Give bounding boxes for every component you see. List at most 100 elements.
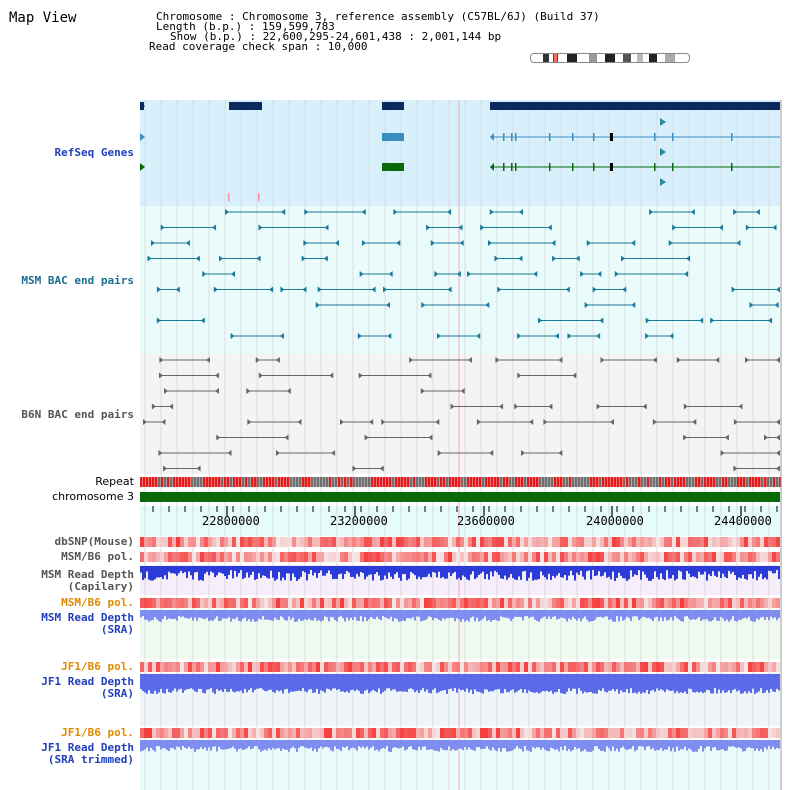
msm-b6-pol2-label[interactable]: MSM/B6 pol. <box>61 596 134 609</box>
msm-cap-depth-bar <box>664 566 666 581</box>
msm-bac-track-label[interactable]: MSM BAC end pairs <box>21 274 134 287</box>
jf1-sra-depth-bar <box>416 674 418 691</box>
gene-block <box>490 102 780 110</box>
b6n-bac-track-label[interactable]: B6N BAC end pairs <box>21 408 134 421</box>
repeat-segment <box>221 477 224 487</box>
msm-cap-depth-bar <box>310 566 312 571</box>
msm-b6-pol2-heat-cell <box>588 598 592 608</box>
jf1-b6-pol-heat-cell <box>548 662 552 672</box>
msm-sra-depth-bar <box>280 610 282 617</box>
msm-sra-depth-label-1[interactable]: MSM Read Depth <box>41 611 134 624</box>
repeat-segment <box>203 477 206 487</box>
jf1-b6-pol2-heat-cell <box>176 728 180 738</box>
jf1-trim-depth-bar <box>448 740 450 747</box>
msm-sra-depth-bar <box>406 610 408 619</box>
msm-bac-pair-end <box>575 255 580 262</box>
msm-cap-depth-bar <box>748 566 750 575</box>
jf1-b6-pol-heat-cell <box>696 662 700 672</box>
repeat-segment <box>659 477 662 487</box>
jf1-trim-depth-bar <box>278 740 280 749</box>
msm-sra-depth-bar <box>288 610 290 617</box>
jf1-b6-pol2-heat-cell <box>492 728 496 738</box>
msm-b6-pol-heat-cell <box>192 552 196 562</box>
repeat-track-label[interactable]: Repeat <box>95 475 134 488</box>
dbsnp-heat-cell <box>364 537 368 547</box>
jf1-trim-depth-bar <box>148 740 150 752</box>
msm-b6-pol-heat-cell <box>660 552 664 562</box>
jf1-sra-depth-bar <box>638 674 640 692</box>
msm-sra-depth-bar <box>776 610 778 621</box>
msm-cap-depth-bar <box>336 566 338 579</box>
gene-block <box>382 163 404 171</box>
msm-b6-pol2-heat-cell <box>768 598 772 608</box>
jf1-trim-depth-label-1[interactable]: JF1 Read Depth <box>41 741 134 754</box>
msm-b6-pol-heat-cell <box>232 552 236 562</box>
msm-sra-depth-bar <box>378 610 380 619</box>
msm-sra-depth-bar <box>178 610 180 617</box>
chromosome-track-label[interactable]: chromosome 3 <box>52 490 134 503</box>
jf1-sra-depth-label-1[interactable]: JF1 Read Depth <box>41 675 134 688</box>
msm-sra-depth-bar <box>538 610 540 622</box>
jf1-sra-depth-bar <box>708 674 710 691</box>
jf1-trim-depth-bar <box>172 740 174 749</box>
dbsnp-heat-cell <box>564 537 568 547</box>
msm-b6-pol-heat-cell <box>176 552 180 562</box>
repeat-segment <box>545 477 548 487</box>
refseq-track-label[interactable]: RefSeq Genes <box>54 146 134 159</box>
dbsnp-heat-cell <box>272 537 276 547</box>
dbsnp-heat-cell <box>412 537 416 547</box>
repeat-segment <box>173 477 176 487</box>
jf1-b6-pol-heat-cell <box>720 662 724 672</box>
jf1-trim-depth-bar <box>246 740 248 749</box>
msm-b6-pol2-heat-cell <box>372 598 376 608</box>
msm-sra-depth-bar <box>556 610 558 620</box>
msm-cap-depth-bar <box>234 566 236 571</box>
msm-b6-pol2-heat-cell <box>592 598 596 608</box>
msm-bac-pair-end <box>160 224 165 231</box>
jf1-sra-depth-bar <box>646 674 648 690</box>
msm-b6-pol-heat-cell <box>552 552 556 562</box>
dbsnp-heat-cell <box>560 537 564 547</box>
jf1-trim-depth-bar <box>272 740 274 748</box>
jf1-b6-pol-heat-cell <box>228 662 232 672</box>
jf1-b6-pol-heat-cell <box>660 662 664 672</box>
chromosome-ideogram[interactable] <box>530 53 690 63</box>
jf1-b6-pol2-label[interactable]: JF1/B6 pol. <box>61 726 134 739</box>
jf1-trim-depth-bar <box>240 740 242 749</box>
msm-cap-depth-bar <box>534 566 536 580</box>
jf1-sra-depth-bar <box>508 674 510 693</box>
msm-sra-depth-bar <box>696 610 698 619</box>
msm-cap-depth-bar <box>416 566 418 580</box>
jf1-trim-depth-bar <box>748 740 750 748</box>
dbsnp-heat-cell <box>672 537 676 547</box>
msm-cap-depth-bar <box>464 566 466 577</box>
msm-cap-depth-bar <box>550 566 552 580</box>
msm-cap-depth-bar <box>694 566 696 578</box>
jf1-b6-pol-label[interactable]: JF1/B6 pol. <box>61 660 134 673</box>
msm-bac-pair-end <box>385 302 390 308</box>
b6n-bac-pair-end <box>514 403 519 410</box>
msm-cap-depth-bar <box>666 566 668 571</box>
jf1-b6-pol2-heat-cell <box>144 728 148 738</box>
msm-cap-depth-bar <box>712 566 714 572</box>
msm-cap-depth-bar <box>736 566 738 580</box>
repeat-segment <box>179 477 182 487</box>
msm-cap-depth-bar <box>242 566 244 579</box>
jf1-sra-depth-bar <box>378 674 380 689</box>
jf1-trim-depth-bar <box>384 740 386 749</box>
jf1-sra-depth-bar <box>400 674 402 692</box>
dbsnp-heat-cell <box>320 537 324 547</box>
repeat-segment <box>629 477 632 487</box>
jf1-trim-depth-bar <box>454 740 456 751</box>
repeat-segment <box>413 477 416 487</box>
repeat-segment <box>743 477 746 487</box>
b6n-bac-pair-end <box>499 403 504 410</box>
gene-exon <box>654 133 656 141</box>
dbsnp-track-label[interactable]: dbSNP(Mouse) <box>54 535 134 548</box>
msm-cap-depth-bar <box>160 566 162 578</box>
jf1-b6-pol2-heat-cell <box>468 728 472 738</box>
jf1-b6-pol2-heat-cell <box>388 728 392 738</box>
msm-b6-pol-label[interactable]: MSM/B6 pol. <box>61 550 134 563</box>
msm-cap-depth-label-1[interactable]: MSM Read Depth <box>41 568 134 581</box>
